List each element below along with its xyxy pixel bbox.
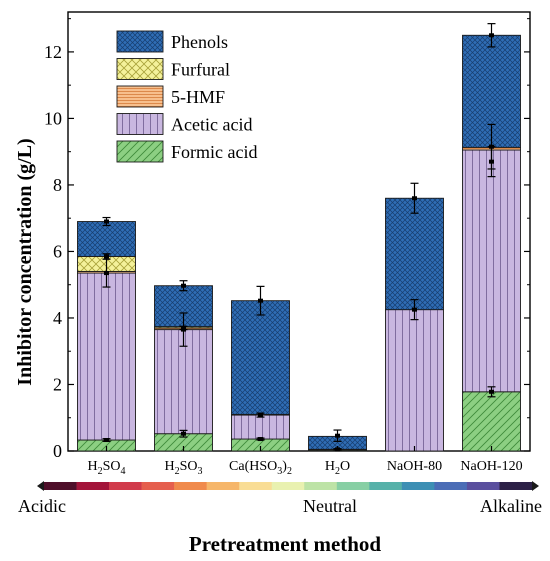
x-tick-label: NaOH-80	[387, 459, 442, 474]
bar-acetic-acid-2	[231, 414, 290, 440]
legend-swatch-phenols	[116, 30, 164, 53]
bars	[77, 34, 521, 452]
y-tick-label: 2	[53, 374, 62, 394]
ph-scale: Acidic Neutral Alkaline	[18, 481, 542, 516]
error-bar-0-3	[102, 216, 111, 227]
y-tick-label: 12	[44, 42, 62, 62]
y-tick-label: 10	[44, 108, 62, 128]
bar-phenols-0	[77, 221, 136, 257]
ph-scale-segment	[174, 482, 207, 490]
ph-scale-segment	[76, 482, 110, 490]
legend-swatch-acetic-acid	[116, 113, 164, 135]
bar-formic-acid-5	[462, 391, 521, 452]
ph-scale-segment	[239, 482, 273, 490]
error-bar-1-2	[179, 325, 188, 331]
ph-scale-segment	[466, 482, 500, 490]
x-tick-label: H2O	[325, 459, 350, 477]
legend-label-5-hmf: 5-HMF	[171, 87, 225, 107]
ph-scale-segment	[206, 482, 240, 490]
legend: Phenols Furfural 5-HMF Acetic acid Formic ac…	[116, 30, 257, 163]
legend-label-acetic-acid: Acetic acid	[171, 115, 252, 135]
error-bar-2-0	[256, 437, 265, 442]
error-bar-0-0	[102, 438, 111, 443]
ph-arrow-right	[532, 481, 539, 491]
ph-scale-segment	[401, 482, 435, 490]
error-bar-5-2	[487, 123, 496, 170]
legend-swatch-furfural	[116, 58, 164, 80]
ph-label-acidic: Acidic	[18, 496, 66, 516]
ph-label-alkaline: Alkaline	[480, 496, 542, 516]
ph-scale-segment	[44, 482, 77, 490]
bar-acetic-acid-1	[154, 329, 213, 435]
bar-acetic-acid-0	[77, 272, 136, 441]
plot-area	[67, 11, 531, 452]
ph-scale-segment	[336, 482, 370, 490]
x-tick-label: NaOH-120	[460, 459, 522, 474]
ph-scale-segment	[499, 482, 533, 490]
bar-acetic-acid-4	[385, 309, 444, 452]
error-bar-4-0	[410, 299, 419, 321]
legend-swatch-5-hmf	[116, 85, 164, 108]
ph-scale-segment	[109, 482, 142, 490]
legend-swatch-formic-acid	[116, 140, 164, 163]
ph-scale-segment	[369, 482, 403, 490]
plot-frame	[67, 11, 531, 452]
error-bar-1-0	[179, 429, 188, 438]
y-tick-label: 8	[53, 175, 62, 195]
x-tick-label: Ca(HSO3)2	[229, 459, 292, 477]
ph-scale-segment	[434, 482, 468, 490]
error-bar-1-3	[179, 280, 188, 292]
ph-scale-segment	[141, 482, 175, 490]
error-bar-0-2	[102, 253, 111, 260]
ph-scale-segment	[271, 482, 305, 490]
error-bar-4-1	[410, 182, 419, 214]
legend-label-formic-acid: Formic acid	[171, 142, 257, 162]
error-bar-3-1	[333, 429, 342, 442]
error-bar-5-0	[487, 386, 496, 398]
x-axis-label: Pretreatment method	[189, 532, 382, 556]
ph-arrow-left	[37, 481, 44, 491]
legend-label-furfural: Furfural	[171, 60, 230, 80]
axes: 0 2 4 6 8 10 12 H2SO4 H2SO3 Ca(HSO3)2 H2O NaOH-80 Na…	[44, 18, 530, 477]
y-axis-label: Inhibitor concentration (g/L)	[14, 138, 36, 385]
ph-scale-segment	[304, 482, 338, 490]
y-tick-label: 0	[53, 441, 62, 461]
y-tick-label: 4	[53, 308, 62, 328]
error-bars	[102, 23, 496, 452]
y-tick-label: 6	[53, 241, 62, 261]
bar-phenols-4	[385, 197, 444, 311]
bar-phenols-2	[231, 300, 290, 415]
x-tick-label: H2SO3	[164, 459, 202, 477]
legend-label-phenols: Phenols	[171, 32, 228, 52]
error-bar-2-1	[256, 412, 265, 418]
x-tick-label: H2SO4	[87, 459, 125, 477]
bar-acetic-acid-5	[462, 149, 521, 393]
ph-label-neutral: Neutral	[303, 496, 357, 516]
error-bar-2-2	[256, 285, 265, 316]
error-bar-5-3	[487, 23, 496, 48]
